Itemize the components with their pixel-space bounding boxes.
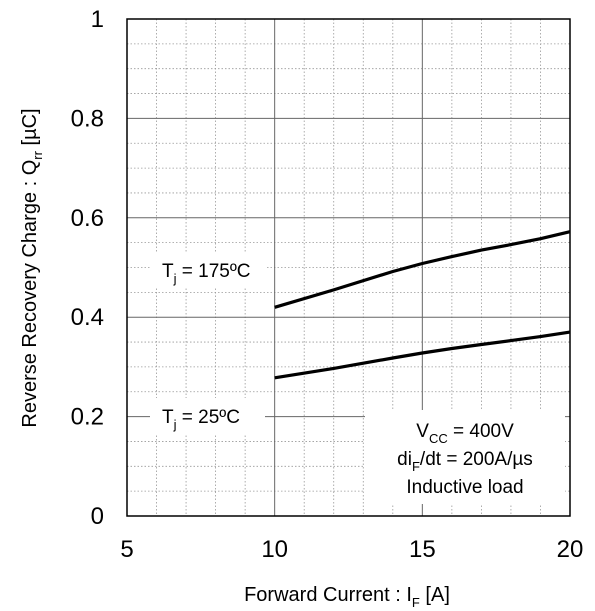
y-axis-title: Reverse Recovery Charge : Qrr [µC]	[19, 108, 45, 427]
y-tick-label: 0	[91, 503, 104, 530]
plot-area-frame	[126, 18, 571, 517]
y-tick-label: 1	[91, 6, 104, 33]
x-axis-title: Forward Current : IF [A]	[244, 584, 450, 610]
condition-load: Inductive load	[406, 477, 523, 498]
label-bg-25	[150, 398, 265, 434]
x-tick-label: 20	[557, 536, 584, 563]
x-tick-label: 5	[120, 536, 133, 563]
x-tick-label: 10	[261, 536, 288, 563]
x-tick-labels: 5 10 15 20	[120, 536, 583, 563]
y-tick-label: 0.4	[71, 304, 104, 331]
y-tick-label: 0.6	[71, 205, 104, 232]
series-line-tj-25c	[274, 330, 571, 380]
condition-difdt: diF/dt = 200A/µs	[397, 449, 533, 474]
condition-vcc: VCC = 400V	[416, 421, 514, 446]
series-line-tj-175c	[274, 230, 571, 309]
label-bg-175	[150, 252, 265, 288]
conditions-box	[365, 410, 565, 504]
series-label-175: Tj = 175ºC	[162, 261, 251, 286]
y-tick-label: 0.2	[71, 404, 104, 431]
series-label-25: Tj = 25ºC	[162, 407, 240, 432]
y-tick-labels: 0 0.2 0.4 0.6 0.8 1	[71, 6, 104, 530]
x-tick-label: 15	[409, 536, 436, 563]
y-tick-label: 0.8	[71, 105, 104, 132]
series-lines	[274, 230, 571, 380]
